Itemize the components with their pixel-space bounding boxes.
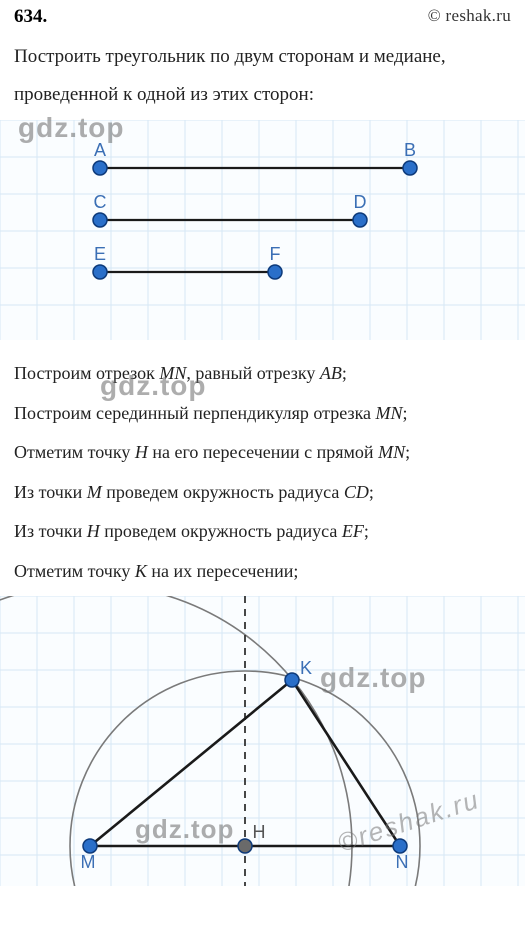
step-text: Построим отрезок — [14, 363, 159, 383]
svg-text:K: K — [300, 658, 312, 678]
copyright: © reshak.ru — [428, 6, 511, 28]
step-tail: ; — [405, 442, 410, 462]
step-tail: ; — [342, 363, 347, 383]
figure1-svg: A B C D E F — [0, 120, 525, 340]
svg-text:F: F — [270, 244, 281, 264]
step-2: Построим серединный перпендикуляр отрезк… — [14, 394, 511, 434]
step-3: Отметим точку H на его пересечении с пря… — [14, 433, 511, 473]
figure2-svg: M N H K — [0, 596, 525, 886]
step-text: Отметим точку — [14, 442, 135, 462]
svg-text:E: E — [94, 244, 106, 264]
steps-block: Построим отрезок MN, равный отрезку AB; … — [0, 340, 525, 596]
svg-text:A: A — [94, 140, 106, 160]
step-tail: ; — [369, 482, 374, 502]
step-text: на их пересечении; — [147, 561, 299, 581]
step-var: M — [87, 482, 102, 502]
figure1: A B C D E F — [0, 120, 525, 340]
svg-text:D: D — [354, 192, 367, 212]
step-var: H — [87, 521, 100, 541]
step-var: MN — [376, 403, 403, 423]
intro-text: Построить треугольник по двум сторонам и… — [0, 32, 525, 120]
step-var: K — [135, 561, 147, 581]
step-var: H — [135, 442, 148, 462]
step-var: MN — [378, 442, 405, 462]
step-tail: ; — [403, 403, 408, 423]
step-text: Отметим точку — [14, 561, 135, 581]
svg-text:N: N — [396, 852, 409, 872]
step-text: проведем окружность радиуса — [102, 482, 344, 502]
figure2: MNHK gdz.top ©reshak.ru — [0, 596, 525, 886]
step-text: на его пересечении с прямой — [148, 442, 378, 462]
step-1: Построим отрезок MN, равный отрезку AB; — [14, 354, 511, 394]
svg-text:B: B — [404, 140, 416, 160]
step-var: MN — [159, 363, 186, 383]
step-var: CD — [344, 482, 369, 502]
step-text: Из точки — [14, 482, 87, 502]
step-text: проведем окружность радиуса — [100, 521, 342, 541]
step-5: Из точки H проведем окружность радиуса E… — [14, 512, 511, 552]
svg-text:H: H — [253, 822, 266, 842]
step-4: Из точки M проведем окружность радиуса C… — [14, 473, 511, 513]
step-text: Из точки — [14, 521, 87, 541]
svg-text:C: C — [94, 192, 107, 212]
step-var: AB — [320, 363, 342, 383]
step-text: Построим серединный перпендикуляр отрезк… — [14, 403, 376, 423]
svg-text:M: M — [81, 852, 96, 872]
step-text: , равный отрезку — [186, 363, 320, 383]
problem-number: 634. — [14, 6, 47, 28]
step-tail: ; — [364, 521, 369, 541]
step-6: Отметим точку K на их пересечении; — [14, 552, 511, 592]
header-row: 634. © reshak.ru — [0, 0, 525, 32]
step-var: EF — [342, 521, 364, 541]
